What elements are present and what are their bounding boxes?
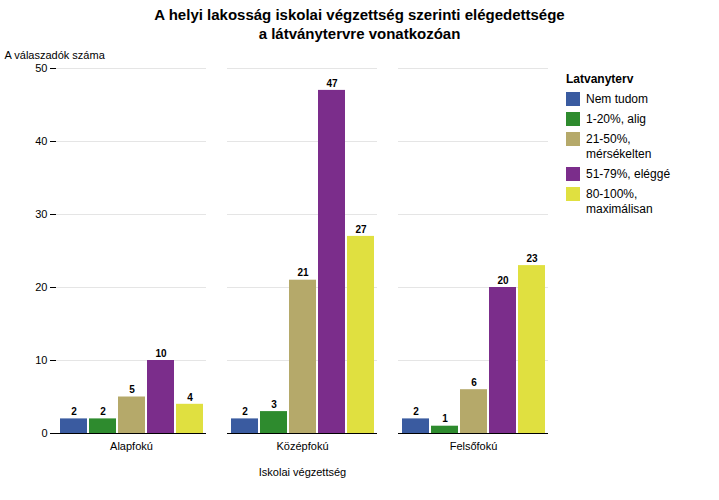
svg-text:2: 2: [100, 406, 106, 417]
svg-text:47: 47: [326, 77, 338, 88]
svg-text:20: 20: [497, 274, 509, 285]
svg-text:20: 20: [35, 281, 47, 293]
svg-text:Alapfokú: Alapfokú: [110, 440, 153, 452]
svg-text:2: 2: [413, 406, 419, 417]
svg-text:Felsőfokú: Felsőfokú: [450, 440, 498, 452]
html-text:Latvanyterv: Latvanyterv: [566, 71, 634, 86]
html-text:21-50%, mérsékelten: 21-50%, mérsékelten: [586, 132, 652, 161]
svg-text:21: 21: [297, 267, 309, 278]
svg-text:A válaszadók száma: A válaszadók száma: [5, 49, 106, 61]
svg-text:0: 0: [41, 427, 47, 439]
svg-text:10: 10: [155, 347, 167, 358]
html-text:A helyi lakosság iskolai végze: A helyi lakosság iskolai végzettség szer…: [154, 6, 565, 42]
svg-text:5: 5: [129, 384, 135, 395]
svg-text:23: 23: [526, 252, 538, 263]
svg-text:Középfokú: Középfokú: [277, 440, 329, 452]
html-text:80-100%, maximálisan: 80-100%, maximálisan: [586, 187, 653, 216]
svg-text:2: 2: [71, 406, 77, 417]
svg-text:40: 40: [35, 135, 47, 147]
svg-text:2: 2: [242, 406, 248, 417]
svg-text:30: 30: [35, 208, 47, 220]
svg-text:1: 1: [442, 413, 448, 424]
svg-text:4: 4: [187, 391, 193, 402]
html-text:51-79%, eléggé: 51-79%, eléggé: [586, 167, 671, 182]
svg-text:Iskolai végzettség: Iskolai végzettség: [259, 465, 346, 477]
html-text:1-20%, alig: 1-20%, alig: [586, 111, 646, 126]
svg-text:10: 10: [35, 354, 47, 366]
svg-text:50: 50: [35, 62, 47, 74]
html-text:Nem tudom: Nem tudom: [586, 91, 648, 106]
svg-text:27: 27: [355, 223, 367, 234]
svg-text:3: 3: [271, 398, 277, 409]
svg-text:6: 6: [471, 376, 477, 387]
